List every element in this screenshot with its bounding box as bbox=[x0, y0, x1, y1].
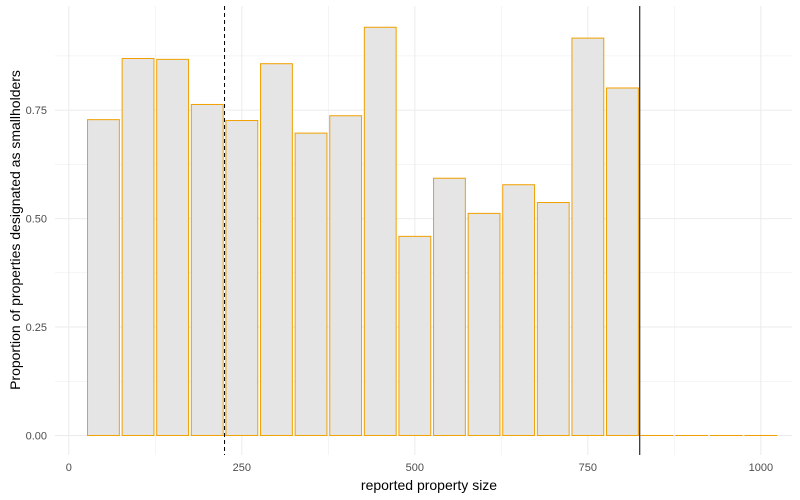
bar bbox=[294, 132, 328, 436]
bar bbox=[260, 63, 293, 436]
bar bbox=[190, 103, 224, 436]
y-tick-label: 0.25 bbox=[26, 322, 47, 334]
x-axis-title: reported property size bbox=[361, 477, 497, 493]
bar bbox=[87, 119, 120, 436]
x-tick-label: 0 bbox=[66, 462, 72, 474]
x-tick-label: 250 bbox=[233, 462, 251, 474]
reference-lines bbox=[224, 6, 641, 455]
bar bbox=[606, 87, 639, 436]
bar bbox=[121, 57, 155, 436]
x-tick-label: 500 bbox=[406, 462, 424, 474]
y-axis-tick-labels: 0.00 0.25 0.50 0.75 bbox=[26, 105, 47, 442]
x-tick-label: 1000 bbox=[749, 462, 773, 474]
bar bbox=[225, 120, 259, 436]
bar bbox=[363, 26, 397, 436]
bar bbox=[536, 202, 570, 436]
x-axis-tick-labels: 0 250 500 750 1000 bbox=[66, 462, 773, 474]
bar bbox=[433, 177, 466, 436]
y-tick-label: 0.00 bbox=[26, 430, 47, 442]
bar bbox=[502, 184, 536, 436]
bars bbox=[87, 26, 778, 436]
y-tick-label: 0.75 bbox=[26, 105, 47, 117]
x-tick-label: 750 bbox=[579, 462, 597, 474]
bar bbox=[329, 115, 363, 436]
bar bbox=[398, 235, 432, 436]
y-tick-label: 0.50 bbox=[26, 214, 47, 226]
bar bbox=[571, 37, 605, 436]
bar bbox=[156, 58, 190, 436]
y-axis-title: Proportion of properties designated as s… bbox=[7, 70, 23, 390]
bar bbox=[467, 212, 501, 436]
